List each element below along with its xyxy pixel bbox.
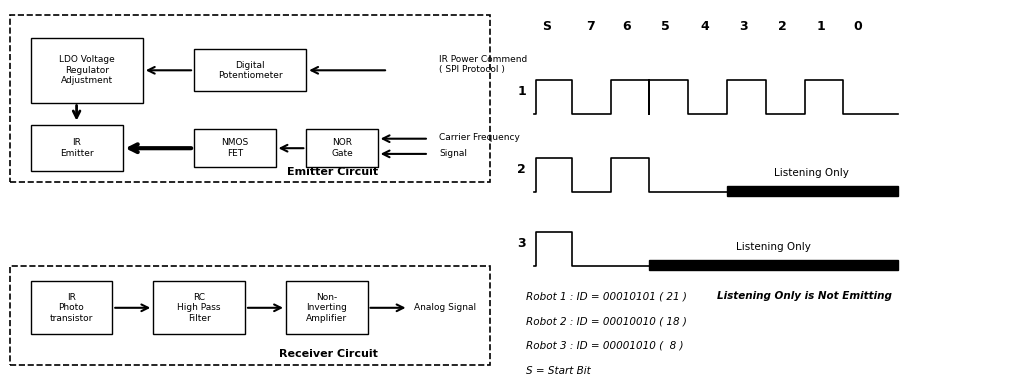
Text: 0: 0: [854, 20, 862, 33]
Text: S: S: [542, 20, 550, 33]
Text: NOR
Gate: NOR Gate: [331, 138, 353, 158]
FancyBboxPatch shape: [194, 129, 276, 167]
Text: Receiver Circuit: Receiver Circuit: [279, 349, 378, 359]
FancyBboxPatch shape: [194, 49, 306, 91]
Text: 6: 6: [623, 20, 631, 33]
Text: Robot 3 : ID = 00001010 (  8 ): Robot 3 : ID = 00001010 ( 8 ): [526, 341, 683, 351]
Text: 3: 3: [739, 20, 747, 33]
Text: LDO Voltage
Regulator
Adjustment: LDO Voltage Regulator Adjustment: [59, 55, 114, 85]
Text: 1: 1: [817, 20, 825, 33]
Text: Robot 1 : ID = 00010101 ( 21 ): Robot 1 : ID = 00010101 ( 21 ): [526, 291, 699, 301]
Text: Robot 2 : ID = 00010010 ( 18 ): Robot 2 : ID = 00010010 ( 18 ): [526, 316, 687, 326]
FancyBboxPatch shape: [10, 15, 490, 182]
FancyBboxPatch shape: [306, 129, 378, 167]
Text: 3: 3: [518, 237, 526, 250]
FancyBboxPatch shape: [10, 266, 490, 365]
Text: Emitter Circuit: Emitter Circuit: [287, 167, 378, 177]
Text: NMOS
FET: NMOS FET: [222, 138, 248, 158]
Text: S = Start Bit: S = Start Bit: [526, 366, 590, 375]
Text: 2: 2: [517, 163, 526, 176]
Text: Listening Only is Not Emitting: Listening Only is Not Emitting: [717, 291, 891, 301]
Text: Non-
Inverting
Amplifier: Non- Inverting Amplifier: [306, 293, 347, 323]
Text: Digital
Potentiometer: Digital Potentiometer: [217, 60, 283, 80]
Bar: [649, 260, 898, 270]
Text: Listening Only: Listening Only: [736, 242, 812, 252]
Text: IR
Photo
transistor: IR Photo transistor: [50, 293, 93, 323]
Text: 1: 1: [517, 85, 526, 98]
Text: 4: 4: [700, 20, 709, 33]
Text: Analog Signal: Analog Signal: [414, 303, 476, 312]
FancyBboxPatch shape: [31, 125, 123, 171]
FancyBboxPatch shape: [153, 281, 245, 334]
Text: Listening Only: Listening Only: [774, 168, 849, 178]
FancyBboxPatch shape: [286, 281, 368, 334]
Text: IR Power Commend
( SPI Protocol ): IR Power Commend ( SPI Protocol ): [439, 55, 527, 74]
Bar: [727, 186, 898, 196]
Text: 7: 7: [586, 20, 594, 33]
Text: 5: 5: [662, 20, 670, 33]
Text: Carrier Frequency: Carrier Frequency: [439, 133, 520, 142]
Text: 2: 2: [778, 20, 786, 33]
Text: IR
Emitter: IR Emitter: [60, 138, 93, 158]
Text: Signal: Signal: [439, 149, 467, 158]
FancyBboxPatch shape: [31, 38, 143, 103]
FancyBboxPatch shape: [31, 281, 112, 334]
Text: RC
High Pass
Filter: RC High Pass Filter: [178, 293, 221, 323]
